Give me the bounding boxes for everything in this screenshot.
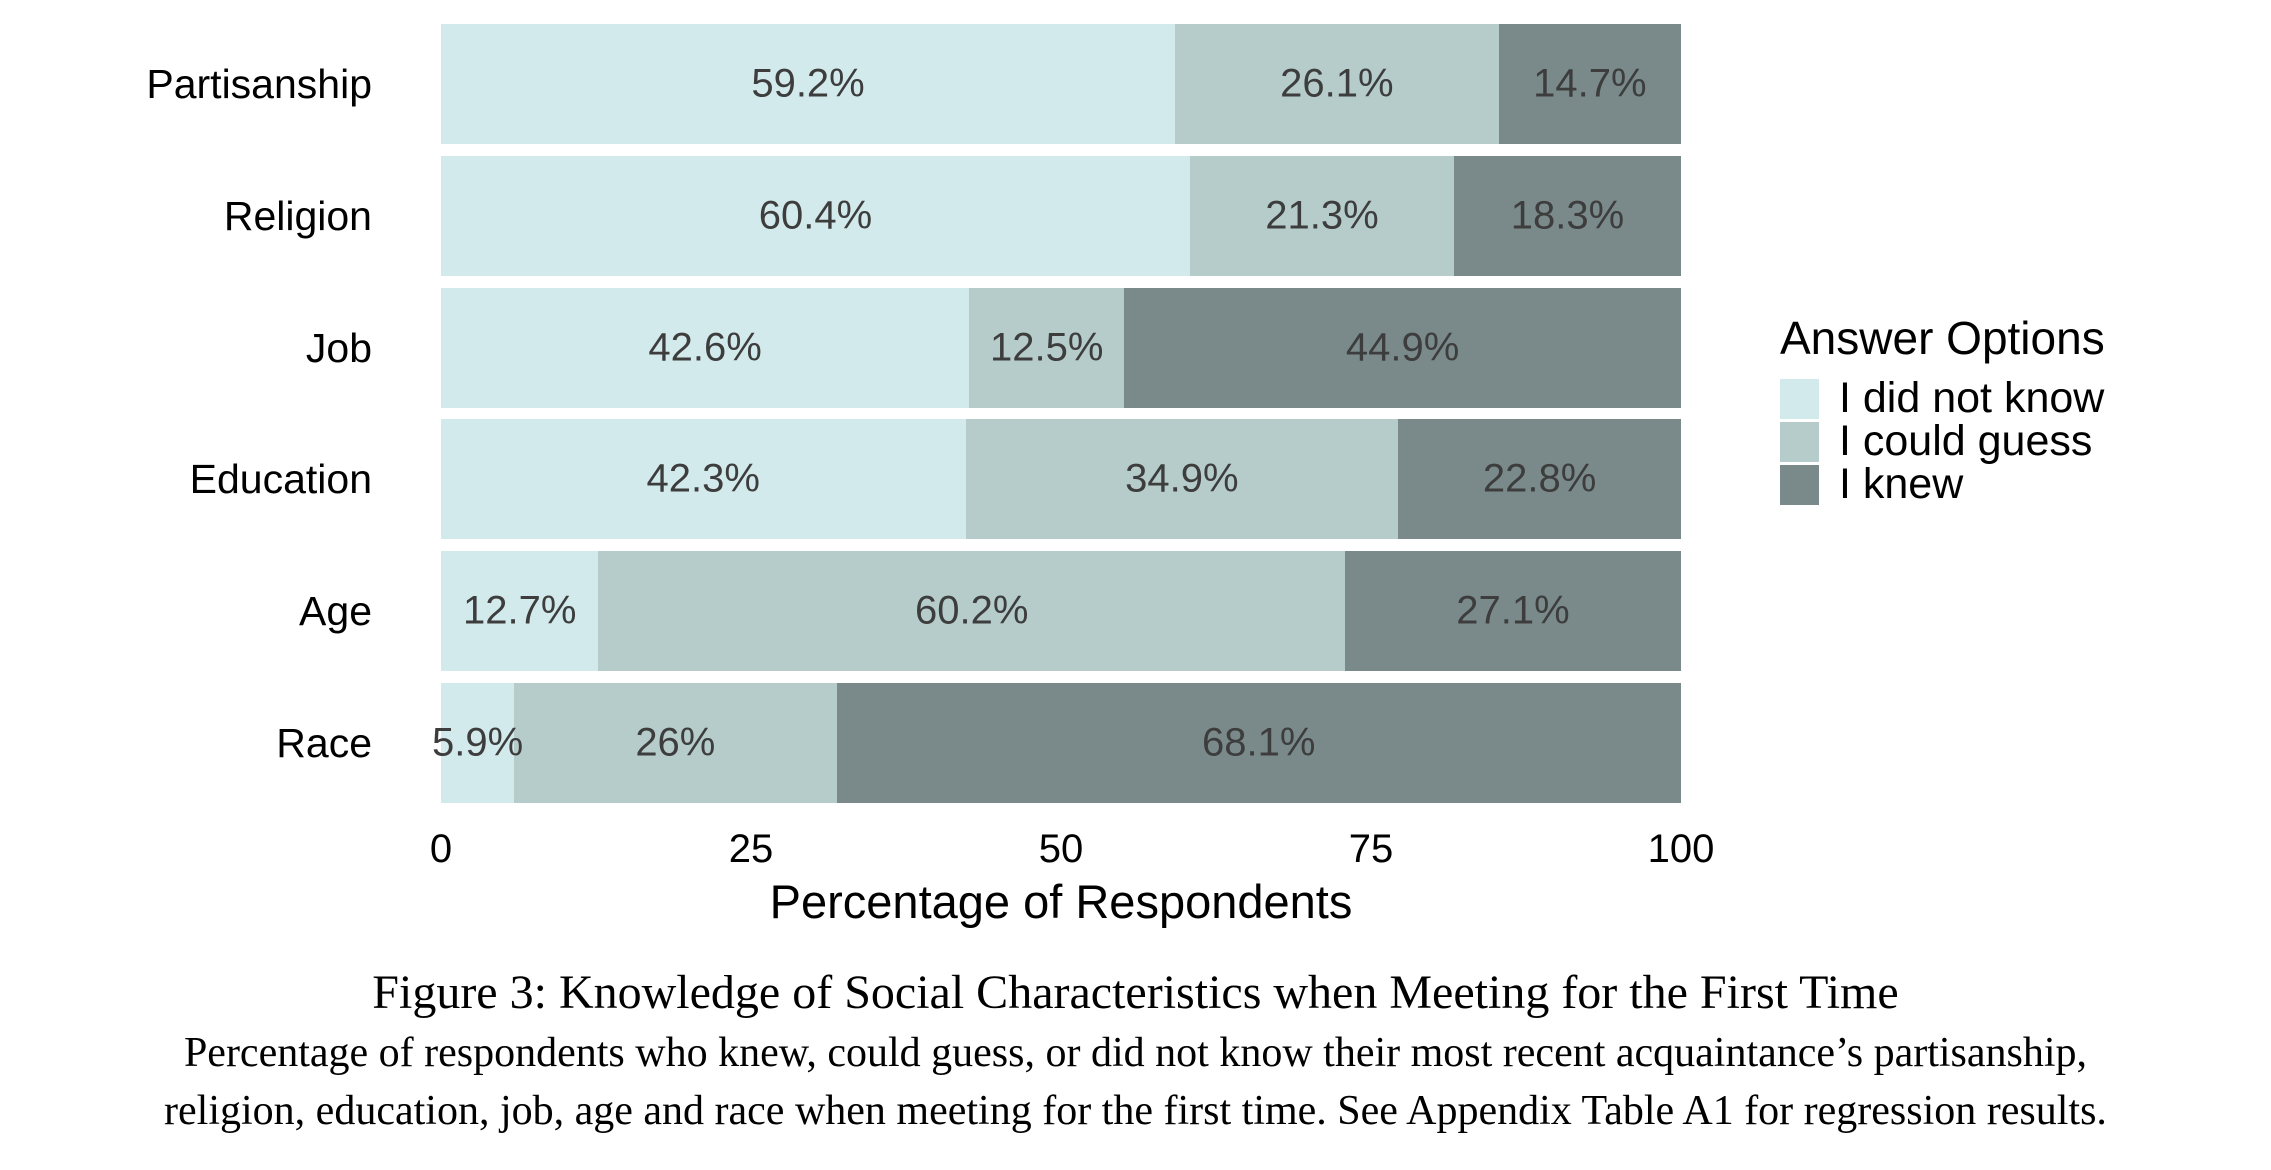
bar-segment: 12.5% — [969, 287, 1125, 408]
bar-value-label: 42.6% — [648, 325, 762, 370]
bar-row: 5.9% 26% 68.1% — [432, 683, 1681, 803]
x-tick-label: 25 — [728, 827, 774, 871]
category-label: Religion — [223, 192, 372, 239]
bar-value-label: 26.1% — [1280, 61, 1394, 106]
legend-item: I could guess — [1780, 417, 2105, 465]
x-tick-label: 75 — [1348, 827, 1394, 871]
bar-value-label: 12.5% — [990, 325, 1104, 370]
bar-segment: 26.1% — [1175, 24, 1499, 144]
legend-label: I could guess — [1839, 417, 2093, 465]
bar-segment: 5.9% — [432, 683, 523, 803]
legend-title: Answer Options — [1780, 312, 2105, 364]
bar-value-label: 59.2% — [751, 61, 865, 106]
x-tick-label: 100 — [1647, 827, 1715, 871]
bar-row: 59.2% 26.1% 14.7% — [441, 24, 1681, 144]
caption-text-line: religion, education, job, age and race w… — [164, 1088, 2107, 1134]
bar-value-label: 21.3% — [1265, 193, 1379, 238]
bar-segment: 22.8% — [1398, 419, 1681, 540]
bar-segment: 14.7% — [1498, 24, 1681, 144]
bar-segment: 59.2% — [441, 24, 1176, 144]
figure-caption: Figure 3: Knowledge of Social Characteri… — [0, 962, 2271, 1140]
bar-row: 60.4% 21.3% 18.3% — [441, 155, 1681, 276]
bar-value-label: 44.9% — [1345, 325, 1460, 370]
bar-segment: 27.1% — [1344, 551, 1681, 672]
caption-title: Figure 3: Knowledge of Social Characteri… — [372, 966, 1899, 1019]
bar-row: 42.6% 12.5% 44.9% — [441, 287, 1681, 408]
bar-value-label: 5.9% — [431, 720, 524, 765]
bar-segment: 21.3% — [1189, 155, 1455, 276]
x-tick-label: 0 — [429, 827, 453, 871]
category-label: Job — [305, 324, 372, 371]
category-label: Partisanship — [146, 61, 372, 107]
bar-value-label: 60.2% — [914, 588, 1029, 633]
legend-label: I did not know — [1839, 374, 2105, 422]
legend-swatch — [1780, 464, 1819, 505]
bar-value-label: 60.4% — [758, 193, 873, 238]
bar-value-label: 34.9% — [1125, 456, 1239, 501]
bar-segment: 44.9% — [1124, 287, 1681, 408]
bar-value-label: 18.3% — [1510, 193, 1625, 238]
bar-segment: 42.3% — [441, 419, 966, 540]
bar-value-label: 26% — [635, 720, 716, 765]
bar-segment: 60.2% — [598, 551, 1345, 672]
bar-value-label: 14.7% — [1533, 61, 1647, 106]
category-label: Age — [299, 588, 372, 635]
legend-swatch — [1780, 378, 1819, 419]
category-label: Education — [189, 456, 372, 503]
bar-row: 42.3% 34.9% 22.8% — [441, 419, 1681, 540]
bar-segment: 60.4% — [441, 155, 1190, 276]
bar-segment: 18.3% — [1454, 155, 1681, 276]
category-label: Race — [276, 720, 372, 766]
bar-row: 12.7% 60.2% 27.1% — [441, 551, 1681, 672]
legend-items: I did not know I could guess I knew — [1780, 374, 2105, 508]
legend: Answer Options I did not know I could gue… — [1780, 312, 2105, 508]
bar-value-label: 22.8% — [1482, 456, 1597, 501]
bar-value-label: 68.1% — [1202, 720, 1316, 765]
bar-segment: 26% — [514, 683, 837, 803]
legend-item: I knew — [1780, 460, 2105, 508]
bar-segment: 34.9% — [965, 419, 1399, 540]
bar-segment: 12.7% — [441, 551, 599, 672]
legend-item: I did not know — [1780, 374, 2105, 422]
bar-value-label: 27.1% — [1456, 588, 1570, 633]
bar-segment: 68.1% — [836, 683, 1681, 803]
x-axis-title: Percentage of Respondents — [769, 875, 1353, 928]
caption-text-line: Percentage of respondents who knew, coul… — [183, 1030, 2088, 1076]
legend-swatch — [1780, 421, 1819, 462]
bar-value-label: 42.3% — [646, 456, 760, 501]
bar-segment: 42.6% — [441, 287, 970, 408]
bar-value-label: 12.7% — [463, 588, 577, 633]
x-tick-label: 50 — [1038, 827, 1084, 871]
legend-label: I knew — [1839, 460, 1964, 508]
